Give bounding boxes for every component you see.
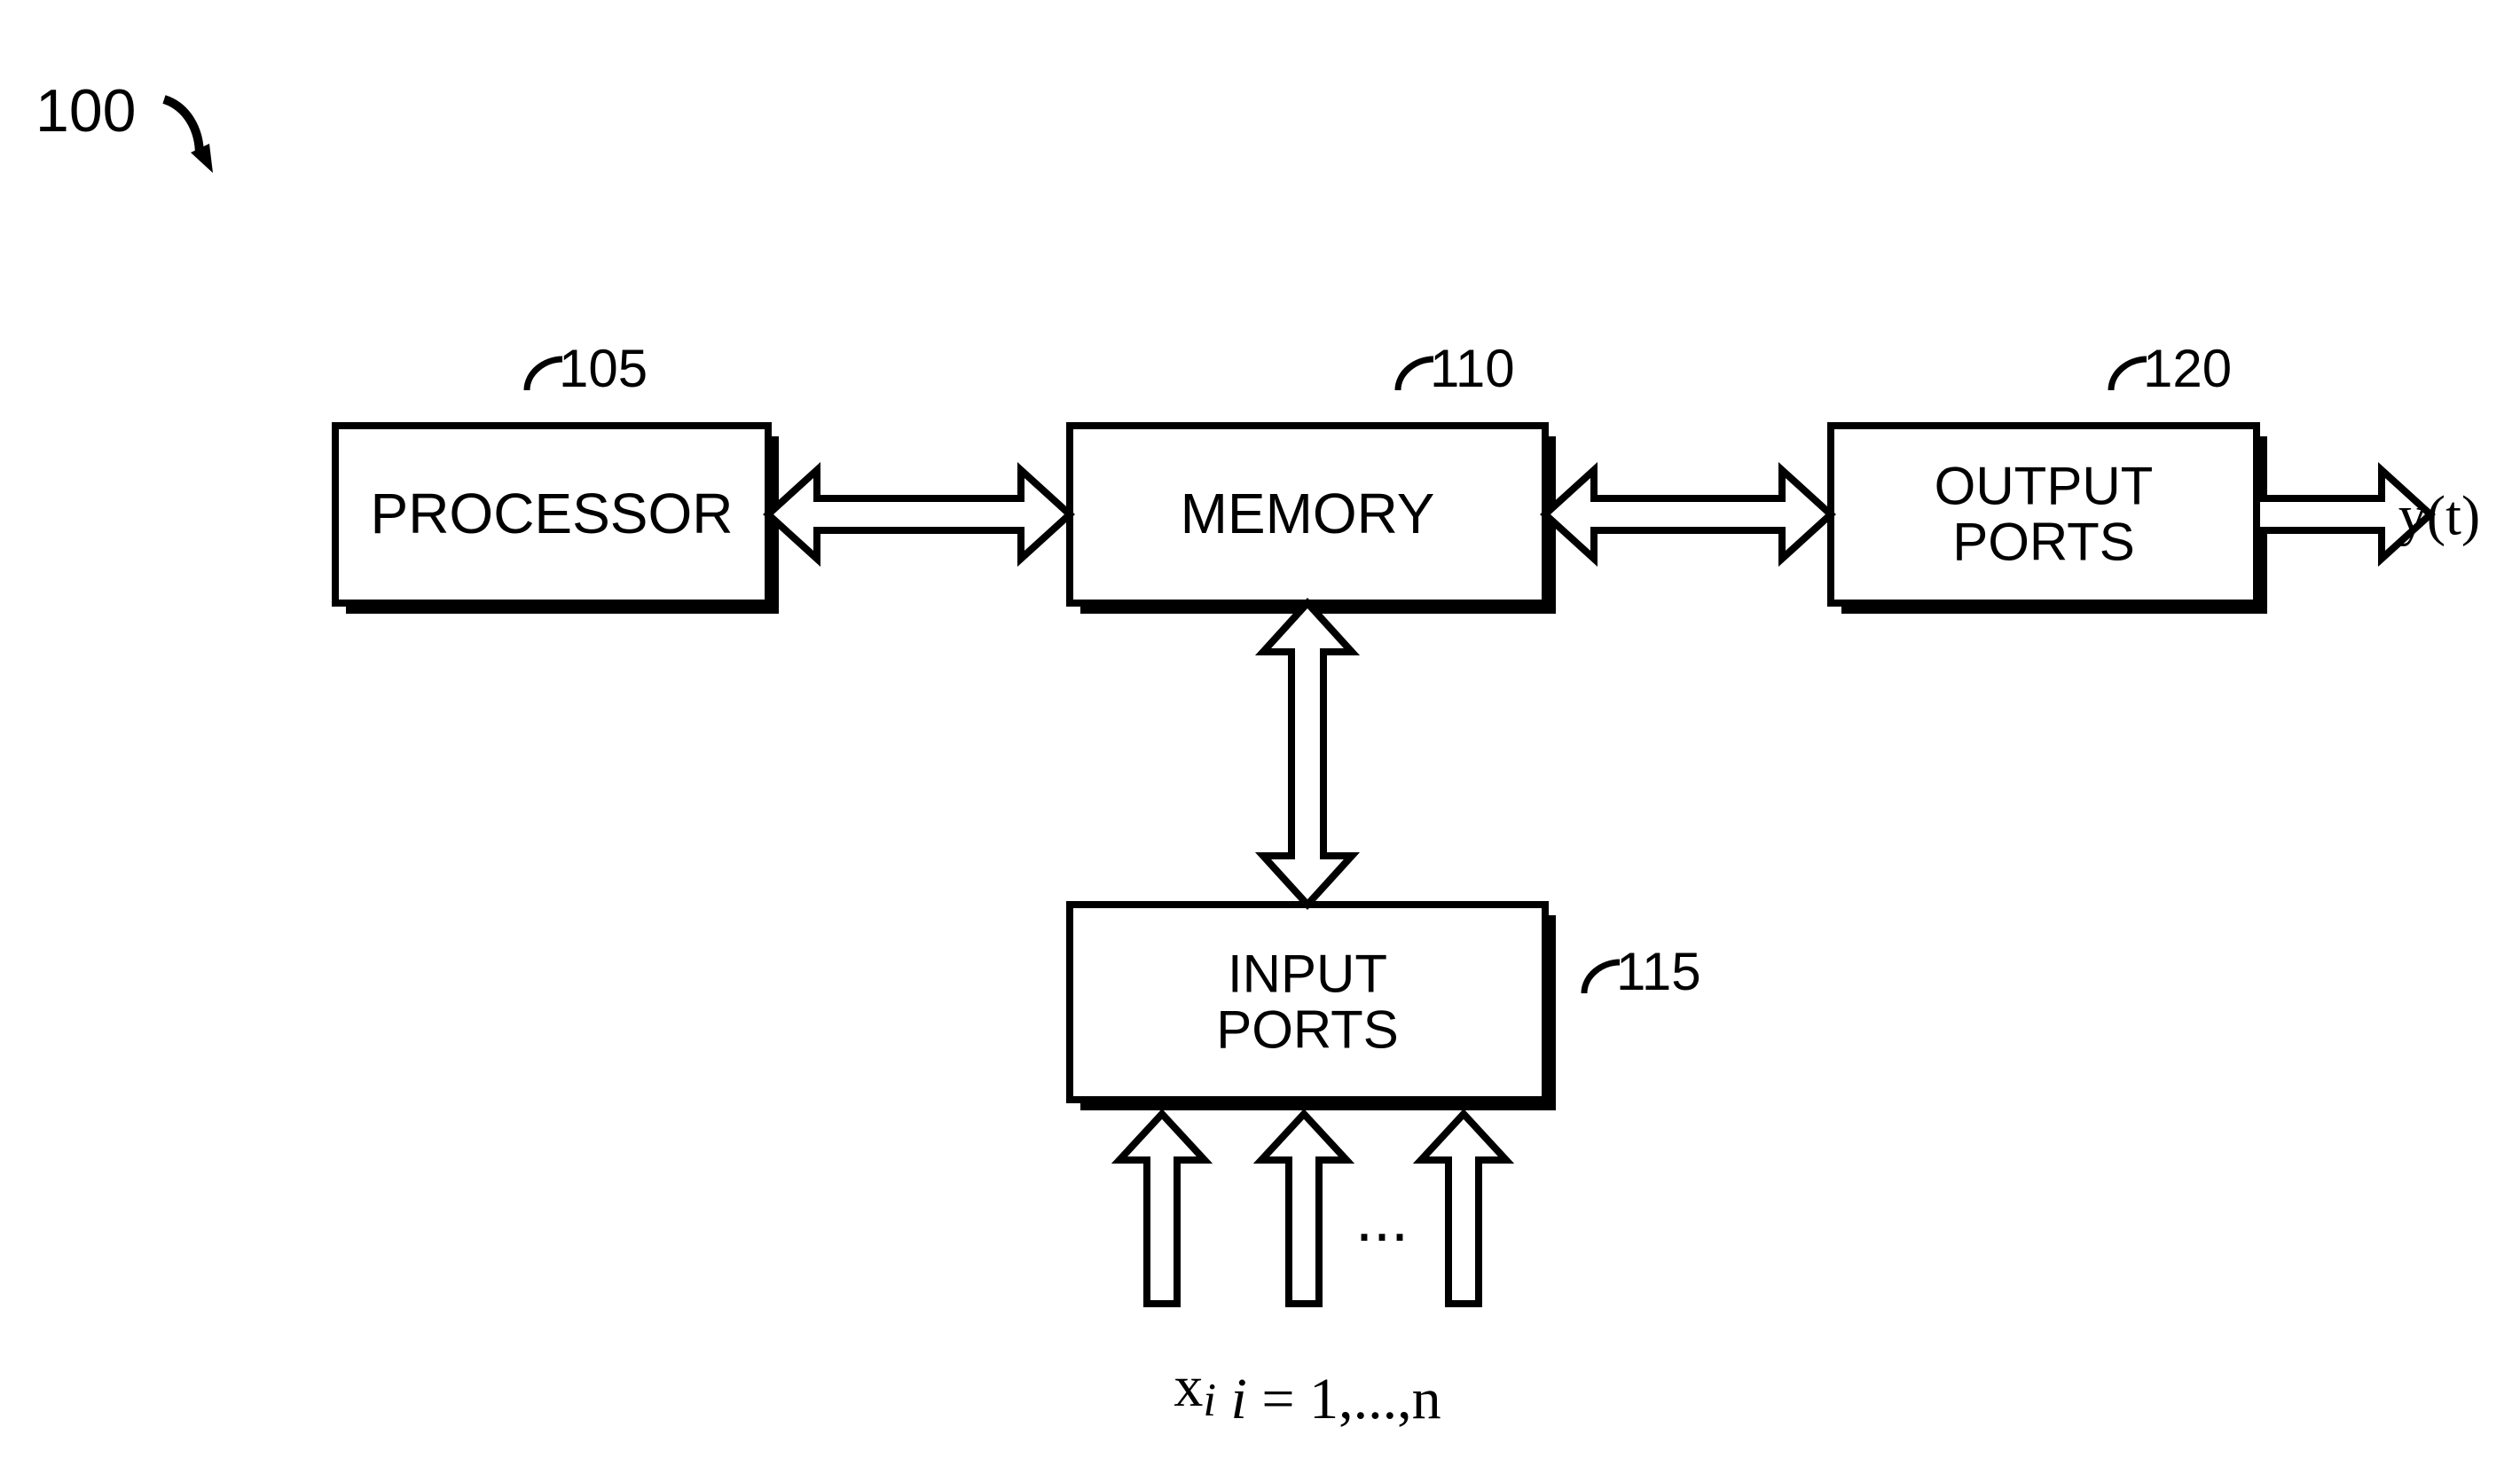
input-ellipsis: ... [1355, 1184, 1409, 1255]
input-label-1: PORTS [1216, 1000, 1399, 1059]
block-diagram: 100PROCESSOR105MEMORY110OUTPUTPORTS120IN… [0, 0, 2520, 1466]
memory-ref-label: 110 [1430, 339, 1515, 398]
memory-label: MEMORY [1181, 482, 1435, 545]
output-label-1: PORTS [1952, 512, 2135, 571]
output-signal-label: y(t) [2398, 484, 2480, 547]
input-ref-label: 115 [1616, 942, 1701, 1001]
ref-100-label: 100 [35, 77, 136, 145]
output-label-0: OUTPUT [1935, 456, 2154, 515]
processor-ref-label: 105 [559, 339, 648, 398]
background [0, 0, 2520, 1466]
output-ref-label: 120 [2143, 339, 2232, 398]
input-label-0: INPUT [1228, 944, 1387, 1003]
processor-label: PROCESSOR [371, 482, 734, 545]
